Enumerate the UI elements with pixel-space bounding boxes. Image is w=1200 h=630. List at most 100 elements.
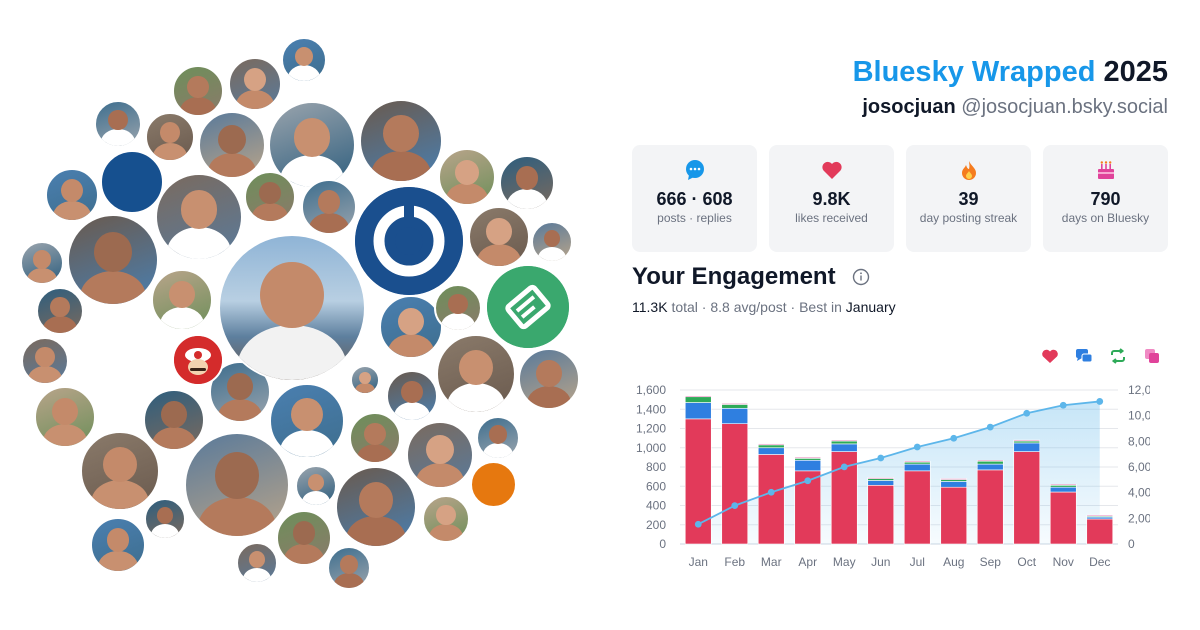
cumulative-point [767,488,775,496]
best-month: January [845,299,896,315]
stat-card-streak: 39 day posting streak [906,145,1031,252]
bar-segment [830,440,858,445]
x-tick: Jan [689,555,708,569]
bar-segment [830,439,858,442]
avatar-featured [218,234,366,382]
cumulative-point [804,477,812,485]
bar-segment [976,463,1004,471]
cumulative-line [697,400,1100,526]
avatar [269,383,345,459]
cumulative-point [731,502,739,510]
avatar [144,498,186,540]
avatar [20,241,64,285]
bar-segment [794,457,822,459]
avatar [94,100,142,148]
avatar [349,412,401,464]
bar-segment [757,444,785,449]
bar-segment [684,402,712,420]
info-icon[interactable] [852,268,870,286]
heart-icon [769,159,894,181]
avatar [145,112,195,162]
stat-label: days on Bluesky [1061,211,1150,225]
avatar [468,206,530,268]
avatar [276,510,332,566]
x-tick: Nov [1053,555,1074,569]
cumulative-point [840,463,848,471]
avatar [386,370,438,422]
reply-icon[interactable] [1075,347,1093,365]
engagement-avg: 8.8 avg/post [710,299,787,315]
stat-card-posts: 666 · 608 posts · replies [632,145,757,252]
bar-segment [1049,484,1077,486]
bar-segment [684,396,712,403]
brand-title: Bluesky Wrapped [852,56,1096,88]
avatar [21,337,69,385]
stat-label: day posting streak [919,211,1018,225]
x-tick: Aug [943,555,964,569]
fire-icon [906,159,1031,181]
bar-segment [684,395,712,398]
display-name: josocjuan [862,96,956,118]
engagement-total: 11.3K [632,299,668,315]
avatar [172,65,224,117]
avatar [151,269,213,331]
bar-segment [721,403,749,405]
avatar [90,517,146,573]
avatar [335,466,417,548]
y-right-tick: 2,000 [1128,511,1150,525]
y-left-tick: 800 [646,460,666,474]
cumulative-point [694,520,702,528]
avatar [350,365,380,395]
bar-segment [867,477,895,479]
y-left-tick: 400 [646,499,666,513]
y-left-tick: 1,400 [636,402,666,416]
engagement-total-word: total [671,299,698,315]
user-handle: @josocjuan.bsky.social [961,96,1168,118]
x-tick: Oct [1017,555,1036,569]
bar-segment [1049,486,1077,493]
stat-value: 790 [1090,189,1121,209]
avatar [301,179,357,235]
y-right-tick: 4,000 [1128,486,1150,500]
cumulative-point [1023,409,1031,417]
x-tick: May [833,555,856,569]
cumulative-point [1096,398,1104,405]
bar-segment [721,423,749,545]
y-left-tick: 200 [646,518,666,532]
repost-icon[interactable] [1109,347,1127,365]
engagement-title: Your Engagement [632,263,836,290]
bar-segment [1013,451,1041,545]
y-left-tick: 1,600 [636,383,666,397]
avatar [406,421,474,489]
quote-icon[interactable] [1143,347,1161,365]
avatar [34,386,96,448]
cumulative-point [913,443,921,451]
avatar [36,287,84,335]
bar-segment [903,463,931,472]
bar-segment [903,460,931,463]
avatar [436,334,516,414]
avatar [228,57,282,111]
stat-label: likes received [795,211,868,225]
stat-card-likes: 9.8K likes received [769,145,894,252]
avatar [198,111,266,179]
engagement-summary: 11.3K total · 8.8 avg/post · Best in Jan… [632,299,896,315]
heart-icon[interactable] [1041,347,1059,365]
stat-value: 9.8K [812,189,851,209]
cumulative-point [950,434,958,442]
user-identity: josocjuan @josocjuan.bsky.social [862,96,1168,119]
y-left-tick: 1,200 [636,422,666,436]
bar-segment [830,443,858,452]
cumulative-point [1059,401,1067,409]
bar-segment [1049,491,1077,545]
bar-segment [940,481,968,488]
y-right-tick: 6,000 [1128,460,1150,474]
avatar [295,465,337,507]
avatar [155,173,243,261]
separator: · [697,299,711,315]
x-tick: Dec [1089,555,1110,569]
x-tick: Jun [871,555,890,569]
year-title: 2025 [1103,56,1168,88]
x-tick: Feb [724,555,745,569]
bar-segment [721,404,749,409]
